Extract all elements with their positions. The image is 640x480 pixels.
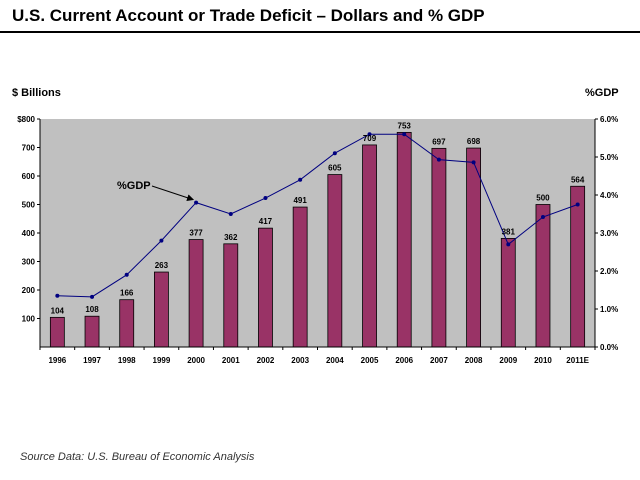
bar	[396, 131, 412, 348]
x-tick-label: 1996	[48, 356, 66, 365]
right-tick-label: 3.0%	[600, 229, 618, 238]
right-tick-label: 2.0%	[600, 267, 618, 276]
bar-value-label: 166	[120, 289, 134, 298]
x-tick-label: 2011E	[566, 356, 589, 365]
x-tick-label: 2001	[222, 356, 240, 365]
gdp-share-point	[90, 294, 95, 299]
left-axis-unit-label: $ Billions	[12, 87, 61, 99]
gdp-share-point	[55, 293, 60, 298]
left-tick-label: 700	[22, 144, 36, 153]
right-tick-label: 4.0%	[600, 191, 618, 200]
left-tick-label: 100	[22, 315, 36, 324]
bar	[223, 243, 239, 348]
right-tick-label: 6.0%	[600, 115, 618, 124]
x-tick-label: 2002	[257, 356, 275, 365]
x-tick-label: 2008	[465, 356, 483, 365]
bar-value-label: 709	[363, 134, 377, 143]
bar	[119, 299, 135, 348]
x-tick-label: 2003	[291, 356, 309, 365]
bar-value-label: 605	[328, 164, 342, 173]
bar	[431, 147, 447, 348]
gdp-share-point	[575, 202, 580, 207]
gdp-share-point	[402, 132, 407, 137]
title-divider	[0, 31, 640, 33]
gdp-share-point	[159, 238, 164, 243]
left-tick-label: 600	[22, 172, 36, 181]
left-tick-label: 500	[22, 201, 36, 210]
bar	[570, 185, 586, 348]
bar-value-label: 263	[155, 261, 169, 270]
x-tick-label: 1999	[153, 356, 171, 365]
bar-value-label: 500	[536, 194, 550, 203]
bar	[49, 316, 65, 348]
x-tick-label: 2006	[395, 356, 413, 365]
gdp-share-point	[298, 177, 303, 182]
gdp-share-point	[332, 151, 337, 156]
gdp-annotation-label: %GDP	[117, 180, 151, 192]
x-tick-label: 2004	[326, 356, 344, 365]
bar-value-label: 104	[51, 306, 65, 315]
bar-value-label: 377	[189, 229, 203, 238]
bar-value-label: 381	[502, 227, 516, 236]
bar-value-label: 698	[467, 137, 481, 146]
right-axis-unit-label: %GDP	[585, 87, 619, 99]
bar-value-label: 362	[224, 233, 238, 242]
x-tick-label: 2005	[361, 356, 379, 365]
chart-title: U.S. Current Account or Trade Deficit – …	[12, 6, 485, 25]
gdp-share-point	[124, 272, 129, 277]
bar	[292, 206, 308, 348]
gdp-annotation-arrow	[151, 185, 195, 202]
x-tick-label: 1998	[118, 356, 136, 365]
right-tick-label: 0.0%	[600, 343, 618, 352]
bar	[362, 144, 377, 348]
bar	[258, 227, 273, 348]
bar	[84, 315, 100, 348]
gdp-share-point	[471, 160, 476, 165]
gdp-share-point	[194, 200, 199, 205]
x-tick-label: 1997	[83, 356, 101, 365]
x-tick-label: 2009	[499, 356, 517, 365]
bar	[188, 239, 204, 348]
gdp-share-point	[506, 242, 511, 247]
bar-value-label: 697	[432, 137, 446, 146]
gdp-share-point	[540, 215, 545, 220]
left-tick-label: 300	[22, 258, 36, 267]
gdp-share-line	[57, 133, 578, 298]
left-tick-label: 200	[22, 286, 36, 295]
gdp-share-point	[263, 196, 268, 201]
source-note: Source Data: U.S. Bureau of Economic Ana…	[20, 451, 255, 463]
bar	[466, 147, 481, 348]
bar-value-label: 108	[85, 305, 99, 314]
x-tick-label: 2000	[187, 356, 205, 365]
bar-value-label: 417	[259, 217, 273, 226]
right-tick-label: 1.0%	[600, 305, 618, 314]
x-tick-label: 2007	[430, 356, 448, 365]
bar-value-label: 753	[398, 121, 412, 130]
gdp-share-point	[367, 132, 372, 137]
bar-value-label: 491	[293, 196, 307, 205]
bar	[154, 271, 169, 348]
bar	[535, 204, 551, 348]
bar	[500, 238, 516, 348]
bar	[327, 174, 343, 348]
left-tick-label: $800	[17, 115, 35, 124]
gdp-share-point	[436, 157, 441, 162]
right-tick-label: 5.0%	[600, 153, 618, 162]
bar-value-label: 564	[571, 175, 585, 184]
gdp-share-point	[228, 212, 233, 216]
x-tick-label: 2010	[534, 356, 552, 365]
left-tick-label: 400	[22, 229, 36, 238]
